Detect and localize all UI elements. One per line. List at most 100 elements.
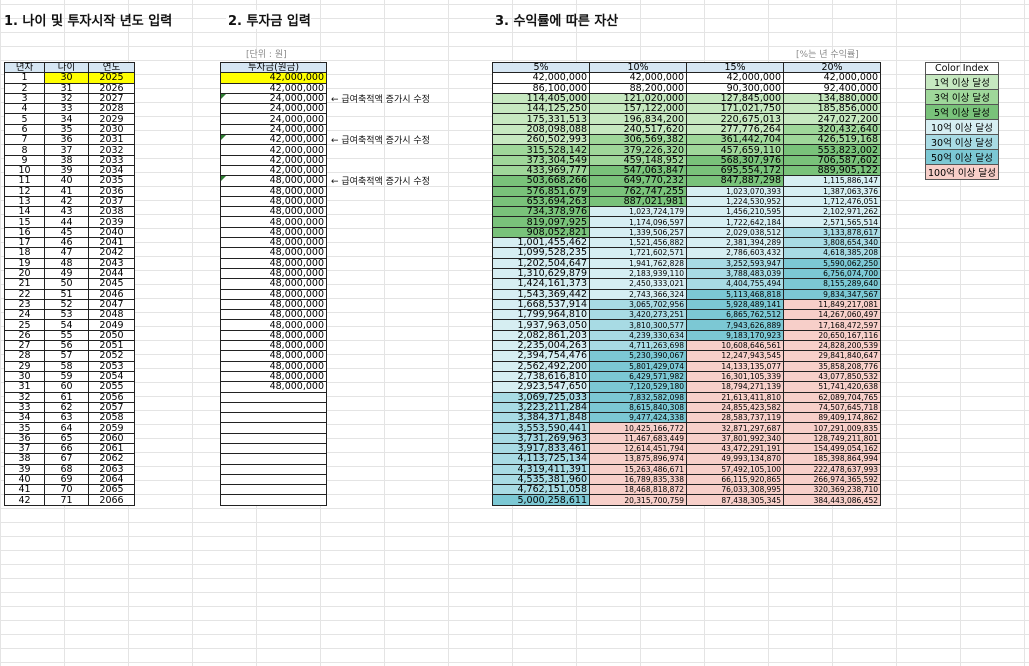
asset-value-cell[interactable]: 4,711,263,698 <box>589 340 687 352</box>
principal-cell[interactable]: 24,000,000 <box>220 123 327 136</box>
asset-value-cell[interactable]: 649,770,232 <box>589 175 687 187</box>
asset-value-cell[interactable]: 315,528,142 <box>492 144 590 156</box>
asset-value-cell[interactable]: 42,000,000 <box>589 72 687 84</box>
principal-cell[interactable]: 48,000,000 <box>220 370 327 383</box>
asset-value-cell[interactable]: 2,082,861,203 <box>492 329 590 342</box>
asset-value-cell[interactable]: 42,000,000 <box>783 72 881 84</box>
principal-cell[interactable] <box>220 412 327 424</box>
asset-value-cell[interactable]: 2,923,547,650 <box>492 381 590 393</box>
age-cell[interactable]: 49 <box>44 267 89 280</box>
asset-value-cell[interactable]: 266,974,365,592 <box>783 473 881 486</box>
asset-value-cell[interactable]: 9,183,170,923 <box>686 329 784 342</box>
age-cell[interactable]: 34 <box>44 113 89 125</box>
calendar-year-cell[interactable]: 2035 <box>88 175 135 187</box>
year-index-cell[interactable]: 24 <box>4 309 45 321</box>
rate-header-cell[interactable]: 5% <box>492 61 590 74</box>
calendar-year-cell[interactable]: 2027 <box>88 92 135 105</box>
principal-cell[interactable]: 42,000,000 <box>220 154 327 166</box>
calendar-year-cell[interactable]: 2032 <box>88 144 135 156</box>
principal-cell[interactable] <box>220 453 327 465</box>
asset-value-cell[interactable]: 3,788,483,039 <box>686 267 784 280</box>
asset-value-cell[interactable]: 247,027,200 <box>783 113 881 125</box>
asset-value-cell[interactable]: 9,834,347,567 <box>783 288 881 300</box>
asset-value-cell[interactable]: 4,239,330,634 <box>589 329 687 342</box>
year-index-cell[interactable]: 35 <box>4 422 45 434</box>
calendar-year-cell[interactable]: 2034 <box>88 164 135 177</box>
age-cell[interactable]: 35 <box>44 123 89 136</box>
principal-cell[interactable] <box>220 422 327 434</box>
principal-cell[interactable]: 48,000,000 <box>220 185 327 197</box>
asset-value-cell[interactable]: 24,828,200,539 <box>783 340 881 352</box>
asset-value-cell[interactable]: 17,168,472,597 <box>783 319 881 331</box>
age-cell[interactable]: 55 <box>44 329 89 342</box>
principal-cell[interactable]: 24,000,000 <box>220 92 327 105</box>
age-cell[interactable]: 51 <box>44 288 89 300</box>
asset-value-cell[interactable]: 3,808,654,340 <box>783 237 881 249</box>
asset-value-cell[interactable]: 361,442,704 <box>686 134 784 146</box>
asset-value-cell[interactable]: 433,969,777 <box>492 164 590 177</box>
asset-value-cell[interactable]: 762,747,255 <box>589 185 687 197</box>
rate-header-cell[interactable]: 20% <box>783 61 881 74</box>
year-index-cell[interactable]: 21 <box>4 278 45 290</box>
asset-value-cell[interactable]: 2,562,492,200 <box>492 360 590 372</box>
asset-value-cell[interactable]: 457,659,110 <box>686 144 784 156</box>
asset-value-cell[interactable]: 9,477,424,338 <box>589 412 687 424</box>
asset-value-cell[interactable]: 1,224,530,952 <box>686 195 784 208</box>
asset-value-cell[interactable]: 2,394,754,476 <box>492 350 590 362</box>
asset-value-cell[interactable]: 220,675,013 <box>686 113 784 125</box>
asset-value-cell[interactable]: 379,226,320 <box>589 144 687 156</box>
calendar-year-cell[interactable]: 2057 <box>88 401 135 414</box>
principal-cell[interactable]: 48,000,000 <box>220 175 327 187</box>
asset-value-cell[interactable]: 88,200,000 <box>589 82 687 94</box>
age-cell[interactable]: 58 <box>44 360 89 372</box>
principal-cell[interactable]: 42,000,000 <box>220 164 327 177</box>
asset-value-cell[interactable]: 49,993,134,870 <box>686 453 784 465</box>
asset-value-cell[interactable]: 42,000,000 <box>492 72 590 84</box>
calendar-year-cell[interactable]: 2048 <box>88 309 135 321</box>
year-index-cell[interactable]: 40 <box>4 473 45 486</box>
age-cell[interactable]: 65 <box>44 432 89 444</box>
year-index-cell[interactable]: 1 <box>4 72 45 84</box>
asset-value-cell[interactable]: 1,023,724,179 <box>589 206 687 218</box>
principal-cell[interactable]: 48,000,000 <box>220 360 327 372</box>
asset-value-cell[interactable]: 1,521,456,882 <box>589 237 687 249</box>
asset-value-cell[interactable]: 653,694,263 <box>492 195 590 208</box>
asset-value-cell[interactable]: 127,845,000 <box>686 92 784 105</box>
year-index-cell[interactable]: 13 <box>4 195 45 208</box>
asset-value-cell[interactable]: 154,499,054,162 <box>783 442 881 455</box>
calendar-year-cell[interactable]: 2061 <box>88 442 135 455</box>
asset-value-cell[interactable]: 240,517,620 <box>589 123 687 136</box>
asset-value-cell[interactable]: 1,668,537,914 <box>492 298 590 311</box>
calendar-year-cell[interactable]: 2045 <box>88 278 135 290</box>
asset-value-cell[interactable]: 20,315,700,759 <box>589 494 687 506</box>
year-index-cell[interactable]: 25 <box>4 319 45 331</box>
asset-value-cell[interactable]: 1,722,642,184 <box>686 216 784 228</box>
asset-value-cell[interactable]: 1,941,762,828 <box>589 257 687 269</box>
comment-marker-icon[interactable] <box>221 94 226 99</box>
asset-value-cell[interactable]: 11,467,683,449 <box>589 432 687 444</box>
calendar-year-cell[interactable]: 2043 <box>88 257 135 269</box>
year-index-cell[interactable]: 32 <box>4 391 45 403</box>
asset-value-cell[interactable]: 4,113,725,134 <box>492 453 590 465</box>
age-cell[interactable]: 36 <box>44 134 89 146</box>
asset-value-cell[interactable]: 89,409,174,862 <box>783 412 881 424</box>
year-index-cell[interactable]: 10 <box>4 164 45 177</box>
asset-value-cell[interactable]: 1,310,629,879 <box>492 267 590 280</box>
asset-value-cell[interactable]: 734,378,976 <box>492 206 590 218</box>
year-index-cell[interactable]: 26 <box>4 329 45 342</box>
asset-value-cell[interactable]: 157,122,000 <box>589 103 687 115</box>
calendar-year-cell[interactable]: 2031 <box>88 134 135 146</box>
principal-cell[interactable] <box>220 401 327 414</box>
calendar-year-cell[interactable]: 2025 <box>88 72 135 84</box>
asset-value-cell[interactable]: 121,020,000 <box>589 92 687 105</box>
principal-cell[interactable]: 48,000,000 <box>220 237 327 249</box>
asset-value-cell[interactable]: 3,810,300,577 <box>589 319 687 331</box>
calendar-year-cell[interactable]: 2056 <box>88 391 135 403</box>
year-index-cell[interactable]: 4 <box>4 103 45 115</box>
asset-value-cell[interactable]: 222,478,637,993 <box>783 463 881 475</box>
calendar-year-cell[interactable]: 2051 <box>88 340 135 352</box>
calendar-year-cell[interactable]: 2053 <box>88 360 135 372</box>
age-cell[interactable]: 45 <box>44 226 89 239</box>
asset-value-cell[interactable]: 196,834,200 <box>589 113 687 125</box>
principal-cell[interactable]: 48,000,000 <box>220 206 327 218</box>
